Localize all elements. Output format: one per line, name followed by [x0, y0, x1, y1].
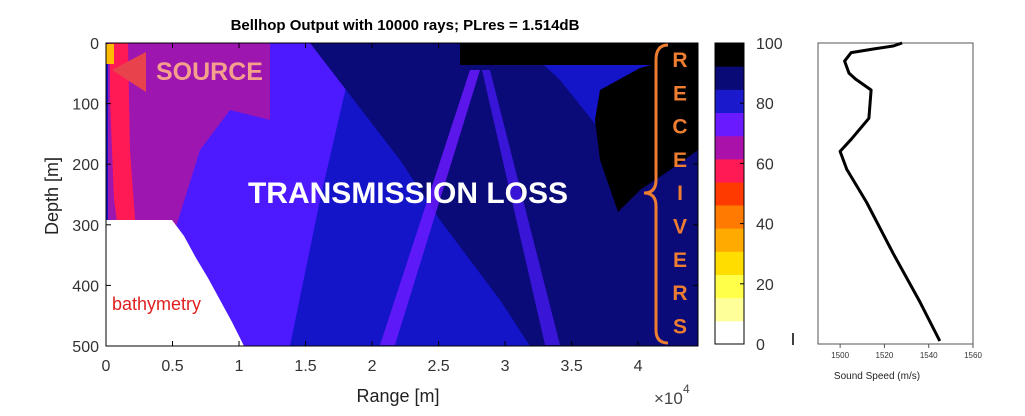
x-tick-label: 0.5: [161, 358, 183, 375]
tl-ray-zone: [380, 70, 480, 345]
bathymetry-label: bathymetry: [112, 294, 201, 314]
sound-speed-profile-line: [838, 41, 942, 342]
tl-x-exponent: ×10 4: [654, 382, 690, 408]
receivers-letter: V: [673, 216, 687, 239]
ssp-xlabel: Sound Speed (m/s): [834, 371, 920, 382]
ssp-x-tick-label: 1520: [876, 351, 894, 360]
y-tick-label: 200: [72, 157, 99, 174]
y-tick-label: 100: [72, 97, 99, 114]
colorbar: 0 20 40 60 80 100: [714, 36, 783, 354]
colorbar-cell: [715, 43, 744, 67]
source-marker-icon: [112, 52, 146, 92]
receivers-letter: E: [673, 149, 687, 172]
colorbar-cells: [715, 43, 744, 345]
colorbar-tick-label: 100: [756, 36, 783, 53]
receivers-letter: C: [672, 116, 687, 139]
tl-xlabel: Range [m]: [356, 386, 439, 406]
x-tick-label: 4: [634, 358, 643, 375]
x-tick-label: 1.5: [294, 358, 316, 375]
transmission-loss-label: TRANSMISSION LOSS: [248, 177, 568, 210]
x-tick-label: 2.5: [427, 358, 449, 375]
ssp-axes-box: [817, 42, 974, 345]
receivers-letter: R: [672, 282, 687, 305]
tl-ticks: 0 0.5 1 1.5 2 2.5 3 3.5 4 0 100 200 300 400 500: [72, 36, 698, 375]
tl-region-90: [310, 43, 698, 346]
ssp-ticks: 1500 1520 1540 1560: [831, 344, 982, 360]
source-label: SOURCE: [156, 58, 263, 86]
receivers-letter: R: [672, 49, 687, 72]
x-tick-label: 3: [501, 358, 510, 375]
y-tick-label: 400: [72, 278, 99, 295]
y-tick-label: 500: [72, 339, 99, 356]
ssp-x-tick-label: 1540: [920, 351, 938, 360]
colorbar-cell: [715, 89, 744, 114]
colorbar-tick-label: 0: [756, 337, 765, 354]
colorbar-cell: [715, 135, 744, 160]
tl-region-55: [110, 43, 145, 300]
colorbar-box: [714, 42, 745, 345]
colorbar-cell: [715, 297, 744, 322]
tl-field: [106, 43, 698, 346]
x-exponent-power: 4: [683, 382, 690, 396]
colorbar-cell: [715, 204, 744, 229]
sound-speed-panel: 1500 1520 1540 1560 Sound Speed (m/s): [792, 41, 982, 382]
tl-ylabel: Depth [m]: [42, 157, 62, 235]
colorbar-cell: [715, 66, 744, 90]
x-tick-label: 2: [368, 358, 377, 375]
ssp-x-tick-label: 1560: [964, 351, 982, 360]
colorbar-cell: [715, 158, 744, 183]
colorbar-tick-label: 40: [756, 217, 774, 234]
colorbar-cell: [715, 274, 744, 299]
colorbar-cell: [715, 182, 744, 206]
x-tick-label: 0: [102, 358, 111, 375]
colorbar-tick-label: 20: [756, 277, 774, 294]
tl-heatmap-panel: 0 0.5 1 1.5 2 2.5 3 3.5 4 0 100 200 300 400 500 Bellho…: [42, 17, 699, 408]
colorbar-cell: [715, 112, 744, 137]
colorbar-tick-label: 80: [756, 96, 774, 113]
colorbar-ticks: 0 20 40 60 80 100: [740, 36, 783, 354]
colorbar-tick-label: 60: [756, 156, 774, 173]
x-tick-label: 3.5: [560, 358, 582, 375]
colorbar-cell: [715, 320, 744, 345]
receivers-brace-icon: [643, 43, 669, 345]
receivers-letter: I: [677, 182, 683, 205]
tl-title: Bellhop Output with 10000 rays; PLres = …: [231, 17, 580, 34]
y-tick-label: 300: [72, 218, 99, 235]
bathymetry-wedge: [106, 220, 244, 346]
ssp-x-tick-label: 1500: [831, 351, 849, 360]
receivers-letter: E: [673, 82, 687, 105]
y-tick-label: 0: [90, 36, 99, 53]
colorbar-cell: [715, 251, 744, 275]
tl-region-100: [595, 55, 698, 212]
tl-region-surface-shadow: [460, 43, 698, 65]
receivers-letter: E: [673, 249, 687, 272]
x-tick-label: 1: [235, 358, 244, 375]
receivers-letter: S: [673, 315, 687, 338]
tl-region-source-hot: [106, 44, 114, 64]
colorbar-cell: [715, 228, 744, 252]
tl-axes-box: [105, 42, 699, 347]
x-exponent-base: ×10: [654, 389, 683, 408]
tl-ray-zone: [482, 70, 560, 345]
